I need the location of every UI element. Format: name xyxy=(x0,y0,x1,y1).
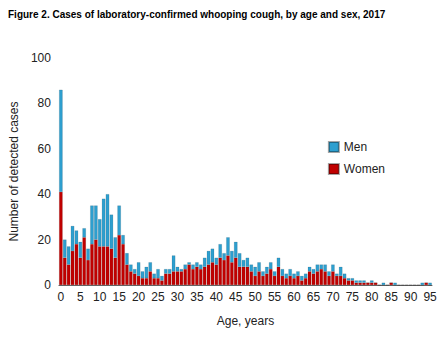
svg-text:80: 80 xyxy=(365,290,379,304)
svg-text:Age, years: Age, years xyxy=(217,314,274,328)
svg-text:45: 45 xyxy=(229,290,243,304)
svg-text:Men: Men xyxy=(344,140,367,154)
svg-text:0: 0 xyxy=(44,278,51,292)
svg-text:90: 90 xyxy=(404,290,418,304)
svg-text:85: 85 xyxy=(385,290,399,304)
svg-text:0: 0 xyxy=(58,290,65,304)
svg-text:Number of detected cases: Number of detected cases xyxy=(7,101,21,241)
svg-text:35: 35 xyxy=(190,290,204,304)
svg-text:55: 55 xyxy=(268,290,282,304)
svg-text:65: 65 xyxy=(307,290,321,304)
svg-text:30: 30 xyxy=(171,290,185,304)
svg-text:20: 20 xyxy=(38,233,52,247)
svg-text:40: 40 xyxy=(38,187,52,201)
svg-text:Figure 2. Cases of laboratory-: Figure 2. Cases of laboratory-confirmed … xyxy=(8,9,386,20)
svg-text:95: 95 xyxy=(423,290,437,304)
svg-text:40: 40 xyxy=(210,290,224,304)
svg-text:80: 80 xyxy=(38,96,52,110)
svg-text:100: 100 xyxy=(31,51,51,65)
svg-text:50: 50 xyxy=(248,290,262,304)
svg-text:60: 60 xyxy=(38,142,52,156)
svg-text:5: 5 xyxy=(77,290,84,304)
svg-text:Women: Women xyxy=(344,162,385,176)
svg-text:70: 70 xyxy=(326,290,340,304)
svg-text:20: 20 xyxy=(132,290,146,304)
svg-text:75: 75 xyxy=(346,290,360,304)
svg-text:10: 10 xyxy=(93,290,107,304)
svg-text:25: 25 xyxy=(151,290,165,304)
svg-text:15: 15 xyxy=(112,290,126,304)
svg-text:60: 60 xyxy=(287,290,301,304)
